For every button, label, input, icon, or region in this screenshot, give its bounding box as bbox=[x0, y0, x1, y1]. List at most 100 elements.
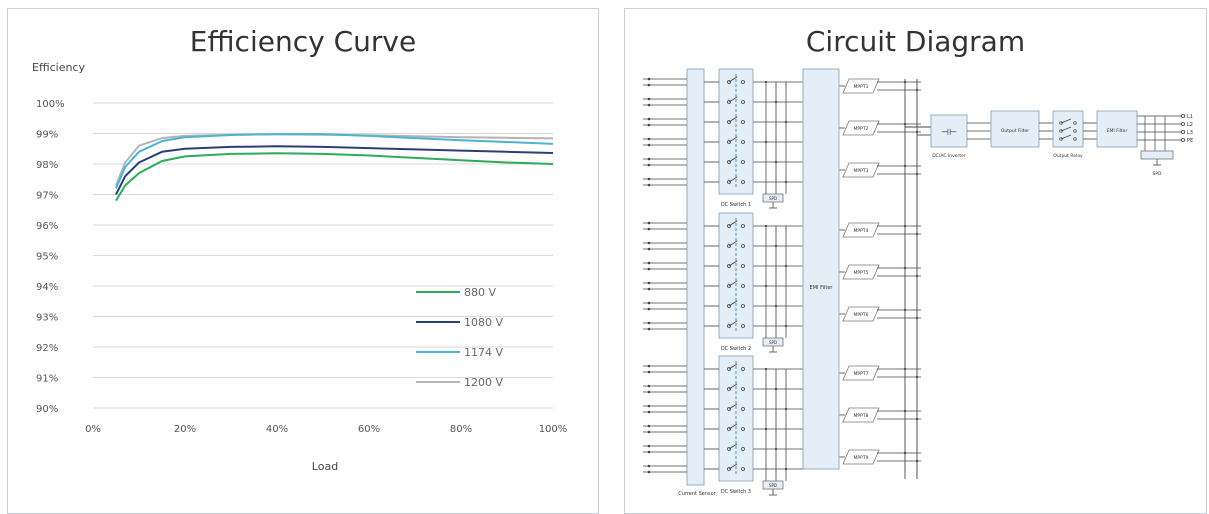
input-terminal bbox=[647, 464, 651, 468]
inverter-box bbox=[930, 114, 968, 148]
x-tick-label: 20% bbox=[174, 424, 196, 435]
input-terminal bbox=[647, 221, 651, 225]
input-terminal bbox=[647, 424, 651, 428]
input-terminal bbox=[647, 83, 651, 87]
switch-contact bbox=[727, 160, 731, 164]
mppt-label: MPPT9 bbox=[854, 455, 869, 461]
relay-blade bbox=[1060, 134, 1072, 140]
x-tick-label: 100% bbox=[539, 424, 568, 435]
input-terminal bbox=[647, 390, 651, 394]
switch-contact bbox=[727, 467, 731, 471]
switch-blade bbox=[728, 463, 738, 470]
input-terminal bbox=[647, 247, 651, 251]
dc-switch-label: DC Switch 2 bbox=[721, 346, 751, 352]
output-terminal bbox=[1181, 137, 1186, 142]
switch-blade bbox=[728, 320, 738, 327]
input-terminal bbox=[647, 227, 651, 231]
switch-contact bbox=[741, 304, 745, 308]
switch-contact bbox=[741, 447, 745, 451]
y-axis-label: Efficiency bbox=[32, 61, 85, 74]
relay-contact bbox=[1059, 129, 1063, 133]
switch-contact bbox=[741, 427, 745, 431]
spd-out-box bbox=[1140, 150, 1174, 160]
input-terminal bbox=[647, 384, 651, 388]
input-terminal bbox=[647, 430, 651, 434]
input-terminal bbox=[647, 123, 651, 127]
input-terminal bbox=[647, 450, 651, 454]
circuit-diagram-panel: Circuit Diagram Current Sensor DC Switch … bbox=[624, 8, 1207, 514]
y-tick-label: 95% bbox=[36, 252, 58, 263]
efficiency-curve-panel: Efficiency Curve Efficiency Load 100% 99% 98… bbox=[7, 8, 599, 514]
input-terminal bbox=[647, 327, 651, 331]
input-terminal bbox=[647, 307, 651, 311]
relay-contact bbox=[1073, 129, 1077, 133]
switch-blade bbox=[728, 280, 738, 287]
output-terminal bbox=[1181, 114, 1186, 119]
mppt-label: MPPT2 bbox=[854, 126, 869, 132]
input-terminal bbox=[647, 370, 651, 374]
switch-contact bbox=[727, 447, 731, 451]
switch-contact bbox=[741, 80, 745, 84]
mppt-label: MPPT7 bbox=[854, 371, 869, 377]
input-terminal bbox=[647, 404, 651, 408]
output-terminal bbox=[1181, 130, 1186, 135]
output-filter-label: Output Filter bbox=[1001, 128, 1029, 134]
y-tick-label: 98% bbox=[36, 160, 58, 171]
switch-blade bbox=[728, 76, 738, 83]
input-terminal bbox=[647, 117, 651, 121]
input-terminal bbox=[647, 364, 651, 368]
y-tick-label: 100% bbox=[36, 99, 65, 110]
input-terminal bbox=[647, 287, 651, 291]
y-tick-label: 92% bbox=[36, 343, 58, 354]
output-relay-box bbox=[1052, 110, 1084, 148]
switch-blade bbox=[728, 300, 738, 307]
switch-contact bbox=[727, 367, 731, 371]
input-terminal bbox=[647, 77, 651, 81]
legend-label: 1080 V bbox=[464, 316, 503, 329]
switch-contact bbox=[741, 244, 745, 248]
input-terminal bbox=[647, 157, 651, 161]
y-tick-label: 96% bbox=[36, 221, 58, 232]
input-terminal bbox=[647, 137, 651, 141]
switch-contact bbox=[727, 427, 731, 431]
switch-contact bbox=[741, 140, 745, 144]
input-terminal bbox=[647, 267, 651, 271]
y-tick-label: 91% bbox=[36, 374, 58, 385]
mppt-block bbox=[842, 306, 880, 322]
series-line bbox=[115, 152, 554, 202]
mppt-block bbox=[842, 78, 880, 94]
switch-contact bbox=[727, 407, 731, 411]
spd-out-label: SPD bbox=[1152, 171, 1162, 177]
switch-contact bbox=[727, 244, 731, 248]
y-tick-label: 93% bbox=[36, 313, 58, 324]
switch-contact bbox=[741, 387, 745, 391]
input-terminal bbox=[647, 103, 651, 107]
switch-blade bbox=[728, 136, 738, 143]
input-terminal bbox=[647, 301, 651, 305]
switch-contact bbox=[727, 80, 731, 84]
y-tick-label: 97% bbox=[36, 191, 58, 202]
emi-filter-out-label: EMI Filter bbox=[1107, 128, 1128, 134]
efficiency-chart: Efficiency Load 100% 99% 98% 97% 96% 95% 94% 93% 9… bbox=[32, 61, 568, 473]
efficiency-chart-title: Efficiency Curve bbox=[189, 25, 417, 58]
current-sensor-label: Current Sensor bbox=[678, 491, 716, 497]
switch-contact bbox=[727, 324, 731, 328]
output-label: L1 bbox=[1187, 114, 1193, 120]
series-line bbox=[115, 145, 554, 195]
switch-contact bbox=[727, 180, 731, 184]
mppt-label: MPPT8 bbox=[854, 413, 869, 419]
input-terminal bbox=[647, 177, 651, 181]
output-label: L2 bbox=[1187, 122, 1193, 128]
circuit-diagram-title: Circuit Diagram bbox=[805, 25, 1026, 58]
input-terminal bbox=[647, 281, 651, 285]
mppt-block bbox=[842, 120, 880, 136]
dc-switch-label: DC Switch 1 bbox=[721, 202, 751, 208]
switch-contact bbox=[727, 140, 731, 144]
input-terminal bbox=[647, 183, 651, 187]
legend-label: 1174 V bbox=[464, 346, 503, 359]
switch-contact bbox=[741, 367, 745, 371]
switch-contact bbox=[741, 160, 745, 164]
switch-contact bbox=[727, 284, 731, 288]
input-terminal bbox=[647, 410, 651, 414]
mppt-block bbox=[842, 222, 880, 238]
